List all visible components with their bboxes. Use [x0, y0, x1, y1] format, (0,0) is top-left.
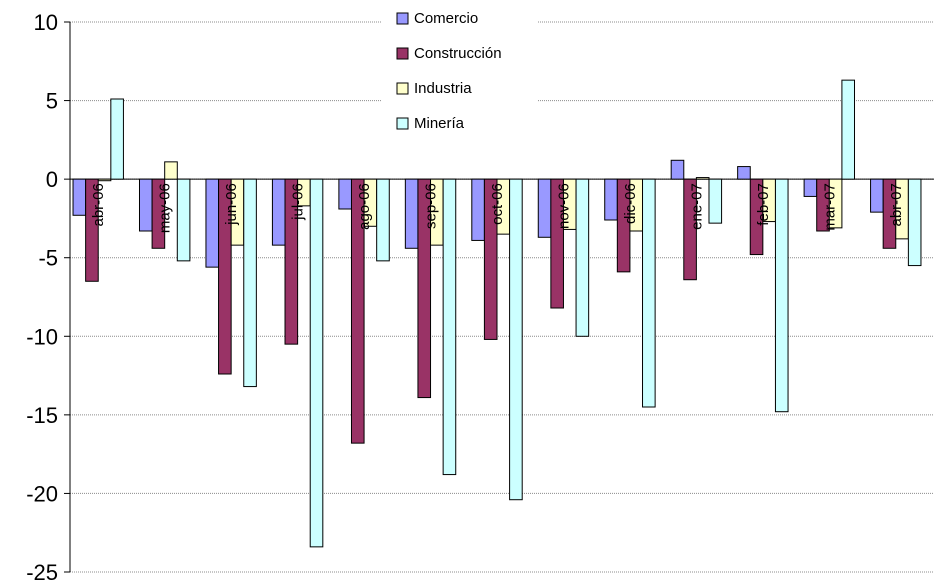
- x-category-label: jul-06: [290, 183, 307, 221]
- bar-industria-abr-06: [97, 178, 112, 182]
- x-category-label: nov-06: [555, 183, 572, 229]
- legend-swatch: [396, 117, 409, 130]
- y-tick-label: 10: [34, 10, 58, 35]
- bar-construcción-oct-06: [483, 178, 498, 340]
- bar-comercio-dic-06: [604, 178, 618, 221]
- bar-minería-feb-07: [774, 178, 789, 413]
- bar-minería-sep-06: [442, 178, 457, 476]
- legend-label: Industria: [414, 80, 472, 97]
- x-category-label: jun-06: [223, 183, 240, 226]
- legend-box: [382, 2, 538, 140]
- bar-minería-nov-06: [575, 178, 590, 337]
- bar-construcción-jun-06: [218, 178, 232, 375]
- y-tick-label: -20: [26, 481, 58, 506]
- y-tick-label: 5: [46, 89, 58, 114]
- x-category-label: ene-07: [688, 183, 705, 230]
- x-category-label: mar-07: [821, 183, 838, 231]
- legend-label: Minería: [414, 115, 465, 132]
- bar-industria-may-06: [164, 161, 178, 180]
- x-category-label: feb-07: [755, 183, 772, 226]
- bar-minería-abr-07: [907, 178, 922, 267]
- bar-minería-may-06: [176, 178, 191, 262]
- bar-comercio-mar-07: [803, 178, 818, 197]
- bar-minería-abr-06: [110, 98, 124, 180]
- bar-construcción-abr-06: [85, 178, 99, 282]
- bar-minería-dic-06: [642, 178, 656, 408]
- bar-minería-ago-06: [376, 178, 390, 262]
- bar-construcción-ago-06: [350, 178, 365, 444]
- x-category-label: abr-06: [90, 183, 107, 226]
- bar-comercio-ene-07: [670, 159, 685, 180]
- bar-comercio-jul-06: [271, 178, 286, 246]
- bar-minería-oct-06: [509, 178, 523, 501]
- x-category-label: abr-07: [888, 183, 905, 226]
- y-tick-label: -15: [26, 403, 58, 428]
- bar-construcción-nov-06: [550, 178, 564, 309]
- bars: [72, 79, 922, 548]
- bar-minería-jun-06: [243, 178, 257, 388]
- y-tick-label: 0: [46, 167, 58, 192]
- bar-comercio-may-06: [138, 178, 153, 232]
- bar-construcción-sep-06: [417, 178, 432, 399]
- bar-comercio-abr-06: [72, 178, 87, 216]
- bar-minería-mar-07: [841, 79, 856, 180]
- legend-swatch: [396, 12, 409, 25]
- legend-label: Construcción: [414, 45, 502, 62]
- bar-comercio-jun-06: [205, 178, 220, 268]
- bar-minería-ene-07: [708, 178, 723, 224]
- bar-minería-jul-06: [309, 178, 324, 548]
- y-tick-label: -25: [26, 560, 58, 582]
- legend: Comercio Construcción Industria Minería: [382, 2, 538, 140]
- x-category-label: ago-06: [356, 183, 373, 230]
- bar-construcción-jul-06: [284, 178, 299, 345]
- y-axis: 10 5 0 -5 -10 -15 -20 -25: [26, 10, 934, 582]
- x-category-label: may-06: [157, 183, 174, 233]
- x-category-label: sep-06: [423, 183, 440, 229]
- y-tick-label: -5: [38, 246, 58, 271]
- bar-construcción-may-06: [151, 178, 166, 249]
- y-tick-label: -10: [26, 324, 58, 349]
- legend-label: Comercio: [414, 10, 478, 27]
- bar-comercio-sep-06: [404, 178, 419, 249]
- bar-comercio-feb-07: [737, 166, 751, 180]
- category-labels: abr-06 may-06 jun-06 jul-06 ago-06 sep-06 oct-…: [90, 183, 905, 233]
- bar-comercio-oct-06: [471, 178, 485, 241]
- bar-industria-ene-07: [695, 177, 710, 180]
- bar-industria-mar-07: [828, 178, 843, 229]
- legend-swatch: [396, 82, 409, 95]
- bar-comercio-abr-07: [870, 178, 884, 213]
- x-category-label: dic-06: [622, 183, 639, 224]
- bar-comercio-ago-06: [338, 178, 352, 210]
- legend-swatch: [396, 47, 409, 60]
- bar-construcción-ene-07: [683, 178, 697, 281]
- bar-comercio-nov-06: [537, 178, 552, 238]
- x-category-label: oct-06: [489, 183, 506, 225]
